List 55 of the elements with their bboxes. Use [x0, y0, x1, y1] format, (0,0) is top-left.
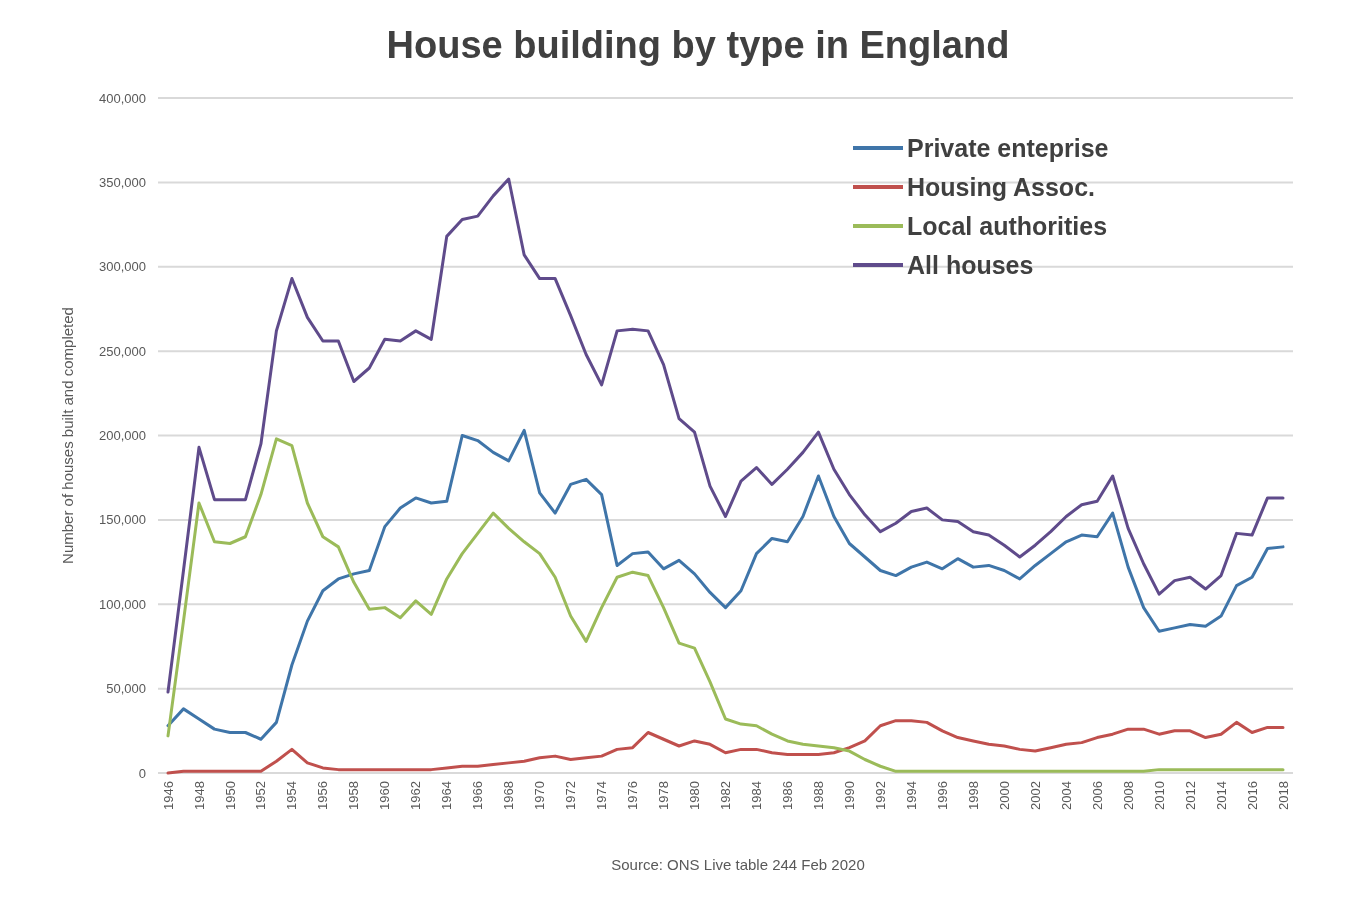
legend-label: All houses	[907, 250, 1034, 279]
legend-label: Local authorities	[907, 211, 1108, 240]
line-series	[166, 177, 1285, 694]
x-tick-label: 1982	[718, 781, 734, 810]
x-tick-label: 1976	[625, 781, 641, 810]
chart-title: House building by type in England	[386, 24, 1010, 66]
x-tick-label: 1984	[749, 781, 765, 810]
x-tick-label: 1986	[779, 781, 795, 810]
x-tick-label: 2008	[1120, 781, 1136, 810]
x-tick-label: 1960	[377, 781, 393, 810]
x-tick-label: 1966	[470, 781, 486, 810]
x-tick-label: 1956	[315, 781, 331, 810]
x-tick-label: 2014	[1213, 781, 1229, 810]
x-tick-label: 1974	[594, 781, 610, 810]
x-tick-label: 1990	[841, 781, 857, 810]
x-tick-label: 1978	[656, 781, 672, 810]
y-tick-label: 250,000	[99, 343, 146, 359]
x-tick-label: 1948	[191, 781, 207, 810]
x-tick-label: 1994	[903, 781, 919, 810]
x-tick-label: 1970	[532, 781, 548, 810]
x-tick-label: 2018	[1275, 781, 1291, 810]
x-tick-label: 2002	[1027, 781, 1043, 810]
x-tick-label: 1958	[346, 781, 362, 810]
y-tick-label: 350,000	[99, 174, 146, 190]
x-tick-label: 1962	[408, 781, 424, 810]
source-note: Source: ONS Live table 244 Feb 2020	[611, 856, 865, 873]
x-tick-label: 1968	[501, 781, 517, 810]
legend-label: Housing Assoc.	[907, 172, 1095, 201]
x-tick-label: 1972	[563, 781, 579, 810]
y-tick-label: 200,000	[99, 428, 146, 444]
y-tick-label: 150,000	[99, 512, 146, 528]
x-tick-label: 1980	[687, 781, 703, 810]
x-tick-label: 1946	[160, 781, 176, 810]
x-tick-label: 2016	[1244, 781, 1260, 810]
x-tick-label: 2010	[1151, 781, 1167, 810]
x-tick-label: 1954	[284, 781, 300, 810]
x-tick-label: 2004	[1058, 781, 1074, 810]
y-tick-label: 300,000	[99, 259, 146, 275]
line-series	[166, 719, 1285, 775]
x-tick-label: 1950	[222, 781, 238, 810]
x-tick-label: 1998	[965, 781, 981, 810]
x-tick-label: 1992	[872, 781, 888, 810]
y-tick-label: 400,000	[99, 90, 146, 106]
x-tick-label: 1952	[253, 781, 269, 810]
x-tick-label: 1996	[934, 781, 950, 810]
x-tick-label: 1988	[810, 781, 826, 810]
y-axis-title: Number of houses built and completed	[59, 307, 76, 564]
x-tick-label: 2000	[996, 781, 1012, 810]
y-tick-label: 50,000	[106, 681, 146, 697]
x-tick-label: 2012	[1182, 781, 1198, 810]
x-tick-label: 1964	[439, 781, 455, 810]
x-tick-label: 2006	[1089, 781, 1105, 810]
legend-label: Private enteprise	[907, 133, 1109, 162]
y-tick-label: 100,000	[99, 596, 146, 612]
y-tick-label: 0	[138, 765, 146, 781]
